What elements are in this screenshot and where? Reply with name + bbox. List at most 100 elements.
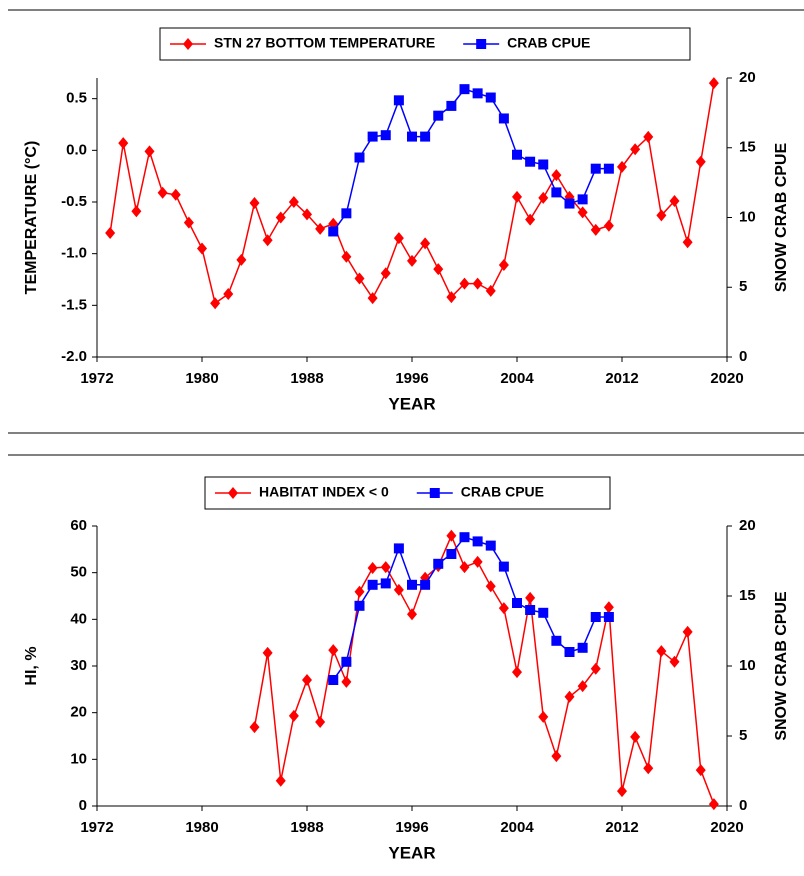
marker — [525, 156, 536, 167]
y2-tick-label: 10 — [739, 208, 756, 225]
marker — [525, 213, 536, 226]
y-tick-label: 0.0 — [66, 141, 87, 158]
y-tick-label: 0.5 — [66, 90, 87, 107]
y-tick-label: -0.5 — [61, 193, 87, 210]
marker — [380, 561, 391, 574]
marker — [551, 635, 562, 646]
marker — [288, 196, 299, 208]
marker — [275, 774, 286, 787]
marker — [472, 277, 483, 290]
marker — [603, 601, 614, 614]
x-tick-label: 1980 — [185, 819, 218, 836]
marker — [682, 625, 693, 638]
marker — [446, 549, 457, 559]
marker — [328, 675, 339, 685]
marker — [341, 250, 352, 263]
marker — [617, 160, 627, 173]
marker — [262, 234, 273, 247]
marker — [656, 645, 667, 658]
x-tick-label: 1988 — [290, 819, 323, 836]
marker — [144, 145, 155, 158]
x-axis-title: YEAR — [388, 843, 435, 862]
marker — [459, 84, 470, 95]
marker — [367, 292, 378, 305]
marker — [669, 194, 680, 207]
marker — [564, 647, 575, 657]
marker — [380, 130, 391, 141]
marker — [538, 710, 549, 723]
x-tick-label: 2004 — [500, 819, 534, 836]
marker — [315, 222, 326, 235]
marker — [183, 216, 194, 229]
marker — [538, 159, 549, 170]
y-tick-label: 0 — [79, 797, 87, 814]
marker — [708, 798, 719, 811]
marker — [407, 131, 417, 142]
marker — [498, 561, 509, 572]
marker — [157, 186, 168, 199]
x-tick-label: 1980 — [185, 370, 218, 387]
marker — [354, 600, 365, 611]
marker — [420, 237, 431, 250]
y-tick-label: 50 — [70, 564, 87, 581]
y2-axis-title: SNOW CRAB CPUE — [773, 143, 790, 293]
marker — [223, 287, 234, 300]
marker — [183, 38, 193, 50]
marker — [551, 750, 562, 763]
x-tick-label: 2004 — [500, 370, 534, 387]
marker — [262, 646, 273, 659]
marker — [354, 152, 365, 163]
marker — [341, 656, 352, 667]
y2-tick-label: 15 — [739, 587, 756, 604]
marker — [429, 488, 440, 498]
x-axis-title: YEAR — [388, 394, 435, 413]
marker — [341, 675, 352, 688]
legend: HABITAT INDEX < 0 CRAB CPUE — [204, 476, 611, 510]
marker — [472, 536, 483, 547]
marker — [302, 208, 312, 221]
y2-tick-label: 0 — [739, 348, 747, 365]
marker — [341, 208, 352, 219]
marker — [131, 205, 142, 218]
legend-label: CRAB CPUE — [461, 484, 544, 500]
marker — [590, 163, 601, 174]
legend-box — [159, 27, 691, 61]
chart-panel: 1972 1980 1988 1996 2004 2012 2020 -2.0 -1.5 -1.0… — [23, 27, 790, 413]
marker — [577, 680, 588, 693]
marker — [249, 197, 260, 210]
marker — [512, 598, 522, 608]
marker — [476, 39, 487, 49]
marker — [393, 95, 404, 106]
marker — [393, 543, 404, 554]
marker — [512, 666, 522, 679]
marker — [590, 662, 601, 675]
y2-tick-label: 5 — [739, 278, 747, 295]
y-tick-label: 40 — [70, 610, 87, 627]
marker — [617, 785, 627, 798]
x-tick-label: 2012 — [605, 819, 638, 836]
marker — [472, 88, 483, 99]
y2-tick-label: 5 — [739, 727, 747, 744]
legend-label: HABITAT INDEX < 0 — [259, 484, 389, 500]
marker — [564, 690, 575, 703]
marker — [708, 77, 719, 90]
marker — [498, 113, 509, 124]
marker — [275, 211, 286, 224]
y-tick-label: -1.0 — [61, 245, 87, 262]
marker — [538, 191, 549, 204]
y-tick-label: 30 — [70, 657, 87, 674]
marker — [367, 562, 378, 574]
marker — [393, 232, 404, 245]
marker — [328, 226, 339, 237]
marker — [459, 277, 470, 290]
marker — [682, 236, 693, 249]
x-tick-label: 1972 — [80, 370, 113, 387]
y-tick-label: 20 — [70, 704, 87, 721]
marker — [118, 137, 129, 150]
marker — [669, 655, 680, 668]
marker — [695, 764, 706, 777]
y-axis-title: TEMPERATURE (°C) — [23, 141, 40, 295]
marker — [380, 267, 391, 280]
y2-tick-label: 20 — [739, 517, 756, 534]
marker — [210, 297, 221, 310]
